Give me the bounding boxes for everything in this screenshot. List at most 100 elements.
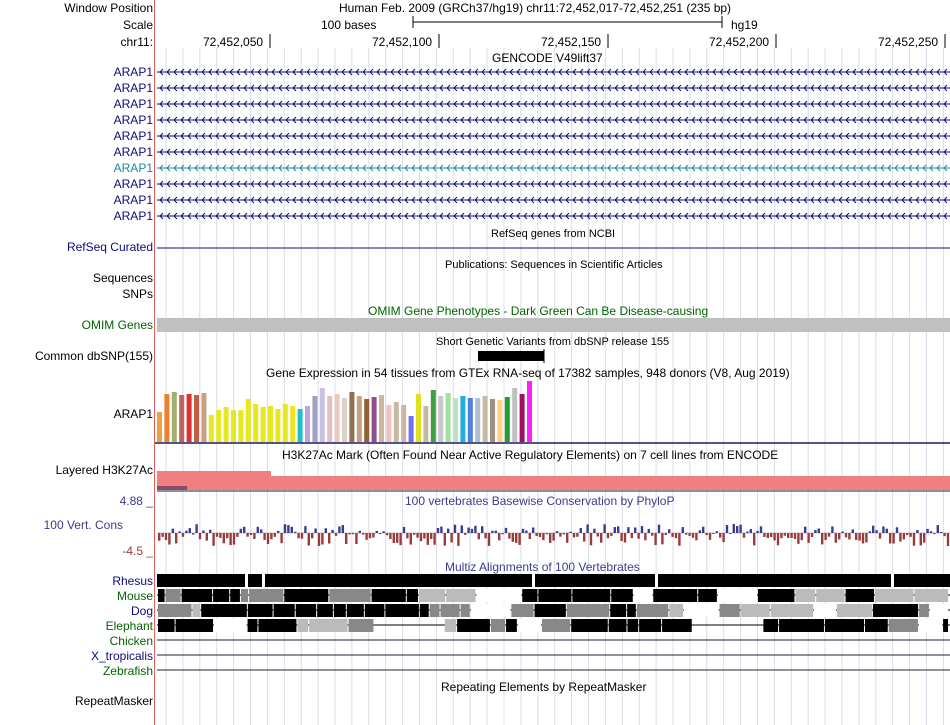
gtex-bar (423, 406, 429, 442)
phylop-bar (287, 525, 290, 533)
phylop-bar (589, 533, 593, 546)
phylop-bar (943, 533, 946, 537)
multiz-species-label[interactable]: Dog (130, 604, 153, 618)
phylop-bar (858, 533, 861, 541)
phylop-bar (365, 533, 368, 540)
phylop-bar (919, 533, 922, 546)
phylop-bar (518, 533, 521, 545)
phylop-bar (593, 528, 596, 533)
phylop-bar (494, 530, 497, 533)
transcript-line (157, 180, 950, 188)
phylop-bar (946, 533, 950, 546)
transcript-line (157, 100, 950, 108)
phylop-bar (800, 533, 803, 541)
phylop-bar (579, 528, 582, 533)
gtex-bar (194, 395, 199, 442)
phylop-bar (576, 533, 579, 537)
phylop-bar (368, 533, 372, 539)
gtex-bar (356, 396, 362, 442)
scale-label: Scale (122, 18, 153, 32)
phylop-bar (746, 531, 749, 533)
phylop-bar (814, 529, 817, 533)
gtex-bar (482, 396, 488, 442)
scale-bar (412, 16, 723, 28)
gencode-gene-label[interactable]: ARAP1 (113, 65, 153, 79)
phylop-bar (426, 533, 429, 545)
phylop-bar (634, 527, 637, 533)
gencode-gene-label[interactable]: ARAP1 (113, 97, 153, 111)
db-text: hg19 (731, 18, 758, 32)
phylop-bar (691, 533, 695, 538)
h3k27ac-label[interactable]: Layered H3K27Ac (55, 463, 153, 477)
gtex-bar (231, 410, 236, 442)
gencode-gene-label[interactable]: ARAP1 (113, 161, 153, 175)
publications-snps-label[interactable]: SNPs (122, 287, 153, 301)
phylop-bar (702, 526, 705, 533)
phylop-bar (797, 533, 800, 544)
phylop-bar (861, 533, 865, 544)
gtex-bar (275, 409, 281, 442)
phylop-bar (491, 530, 494, 533)
phylop-bar (929, 531, 933, 533)
phylop-bar (844, 533, 848, 538)
gtex-bar (216, 410, 222, 442)
refseq-title: RefSeq genes from NCBI (491, 228, 616, 240)
phylop-bar (695, 533, 698, 541)
multiz-row (157, 589, 950, 602)
multiz-species-label[interactable]: Rhesus (112, 574, 153, 588)
phylop-bar (297, 533, 300, 539)
multiz-species-label[interactable]: Mouse (116, 589, 153, 603)
phylop-label[interactable]: 100 Vert. Cons (43, 518, 123, 532)
multiz-species-label[interactable]: Elephant (105, 619, 153, 633)
phylop-bar (525, 530, 528, 533)
gencode-gene-label[interactable]: ARAP1 (113, 209, 153, 223)
phylop-bar (926, 528, 929, 533)
phylop-bar (766, 533, 769, 538)
phylop-bar (793, 533, 797, 539)
gtex-bar (430, 390, 436, 442)
phylop-bar (780, 533, 783, 539)
gtex-title: Gene Expression in 54 tissues from GTEx … (266, 366, 790, 380)
gtex-bar (319, 388, 325, 442)
phylop-bar (538, 533, 542, 538)
multiz-species-label[interactable]: Chicken (109, 634, 153, 648)
phylop-bar (501, 533, 504, 535)
phylop-bar (246, 533, 249, 537)
multiz-species-label[interactable]: X_tropicalis (90, 649, 153, 663)
phylop-bar (807, 533, 810, 543)
phylop-bar (283, 524, 287, 533)
gencode-title: GENCODE V49lift37 (492, 51, 603, 65)
ruler-tick-label: 72,452,250 (878, 35, 939, 49)
phylop-bar (559, 533, 562, 537)
gencode-gene-label[interactable]: ARAP1 (113, 177, 153, 191)
gtex-bar (519, 394, 525, 442)
phylop-bar (521, 528, 525, 533)
phylop-bar (889, 533, 892, 544)
dbsnp-label[interactable]: Common dbSNP(155) (34, 349, 153, 363)
phylop-bar (334, 533, 338, 536)
gencode-gene-label[interactable]: ARAP1 (113, 113, 153, 127)
phylop-bar (209, 529, 212, 533)
phylop-bar (392, 533, 395, 544)
phylop-bar (236, 533, 239, 537)
gencode-gene-label[interactable]: ARAP1 (113, 81, 153, 95)
refseq-label[interactable]: RefSeq Curated (66, 240, 153, 254)
repeatmasker-title: Repeating Elements by RepeatMasker (441, 680, 647, 694)
multiz-species-label[interactable]: Zebrafish (102, 664, 153, 678)
phylop-bar (909, 533, 912, 537)
gencode-gene-label[interactable]: ARAP1 (113, 145, 153, 159)
publications-sequences-label[interactable]: Sequences (92, 271, 153, 285)
phylop-title: 100 vertebrates Basewise Conservation by… (405, 494, 675, 508)
gtex-gene-label[interactable]: ARAP1 (113, 407, 153, 421)
phylop-bar (613, 527, 616, 533)
gtex-bar (342, 398, 347, 442)
phylop-bar (773, 533, 776, 541)
gtex-bar (349, 392, 355, 442)
multiz-title: Multiz Alignments of 100 Vertebrates (445, 560, 640, 574)
gencode-gene-label[interactable]: ARAP1 (113, 193, 153, 207)
repeatmasker-label[interactable]: RepeatMasker (74, 694, 153, 708)
phylop-bar (192, 533, 195, 535)
gencode-gene-label[interactable]: ARAP1 (113, 129, 153, 143)
omim-label[interactable]: OMIM Genes (81, 318, 153, 332)
phylop-bar (804, 526, 807, 533)
